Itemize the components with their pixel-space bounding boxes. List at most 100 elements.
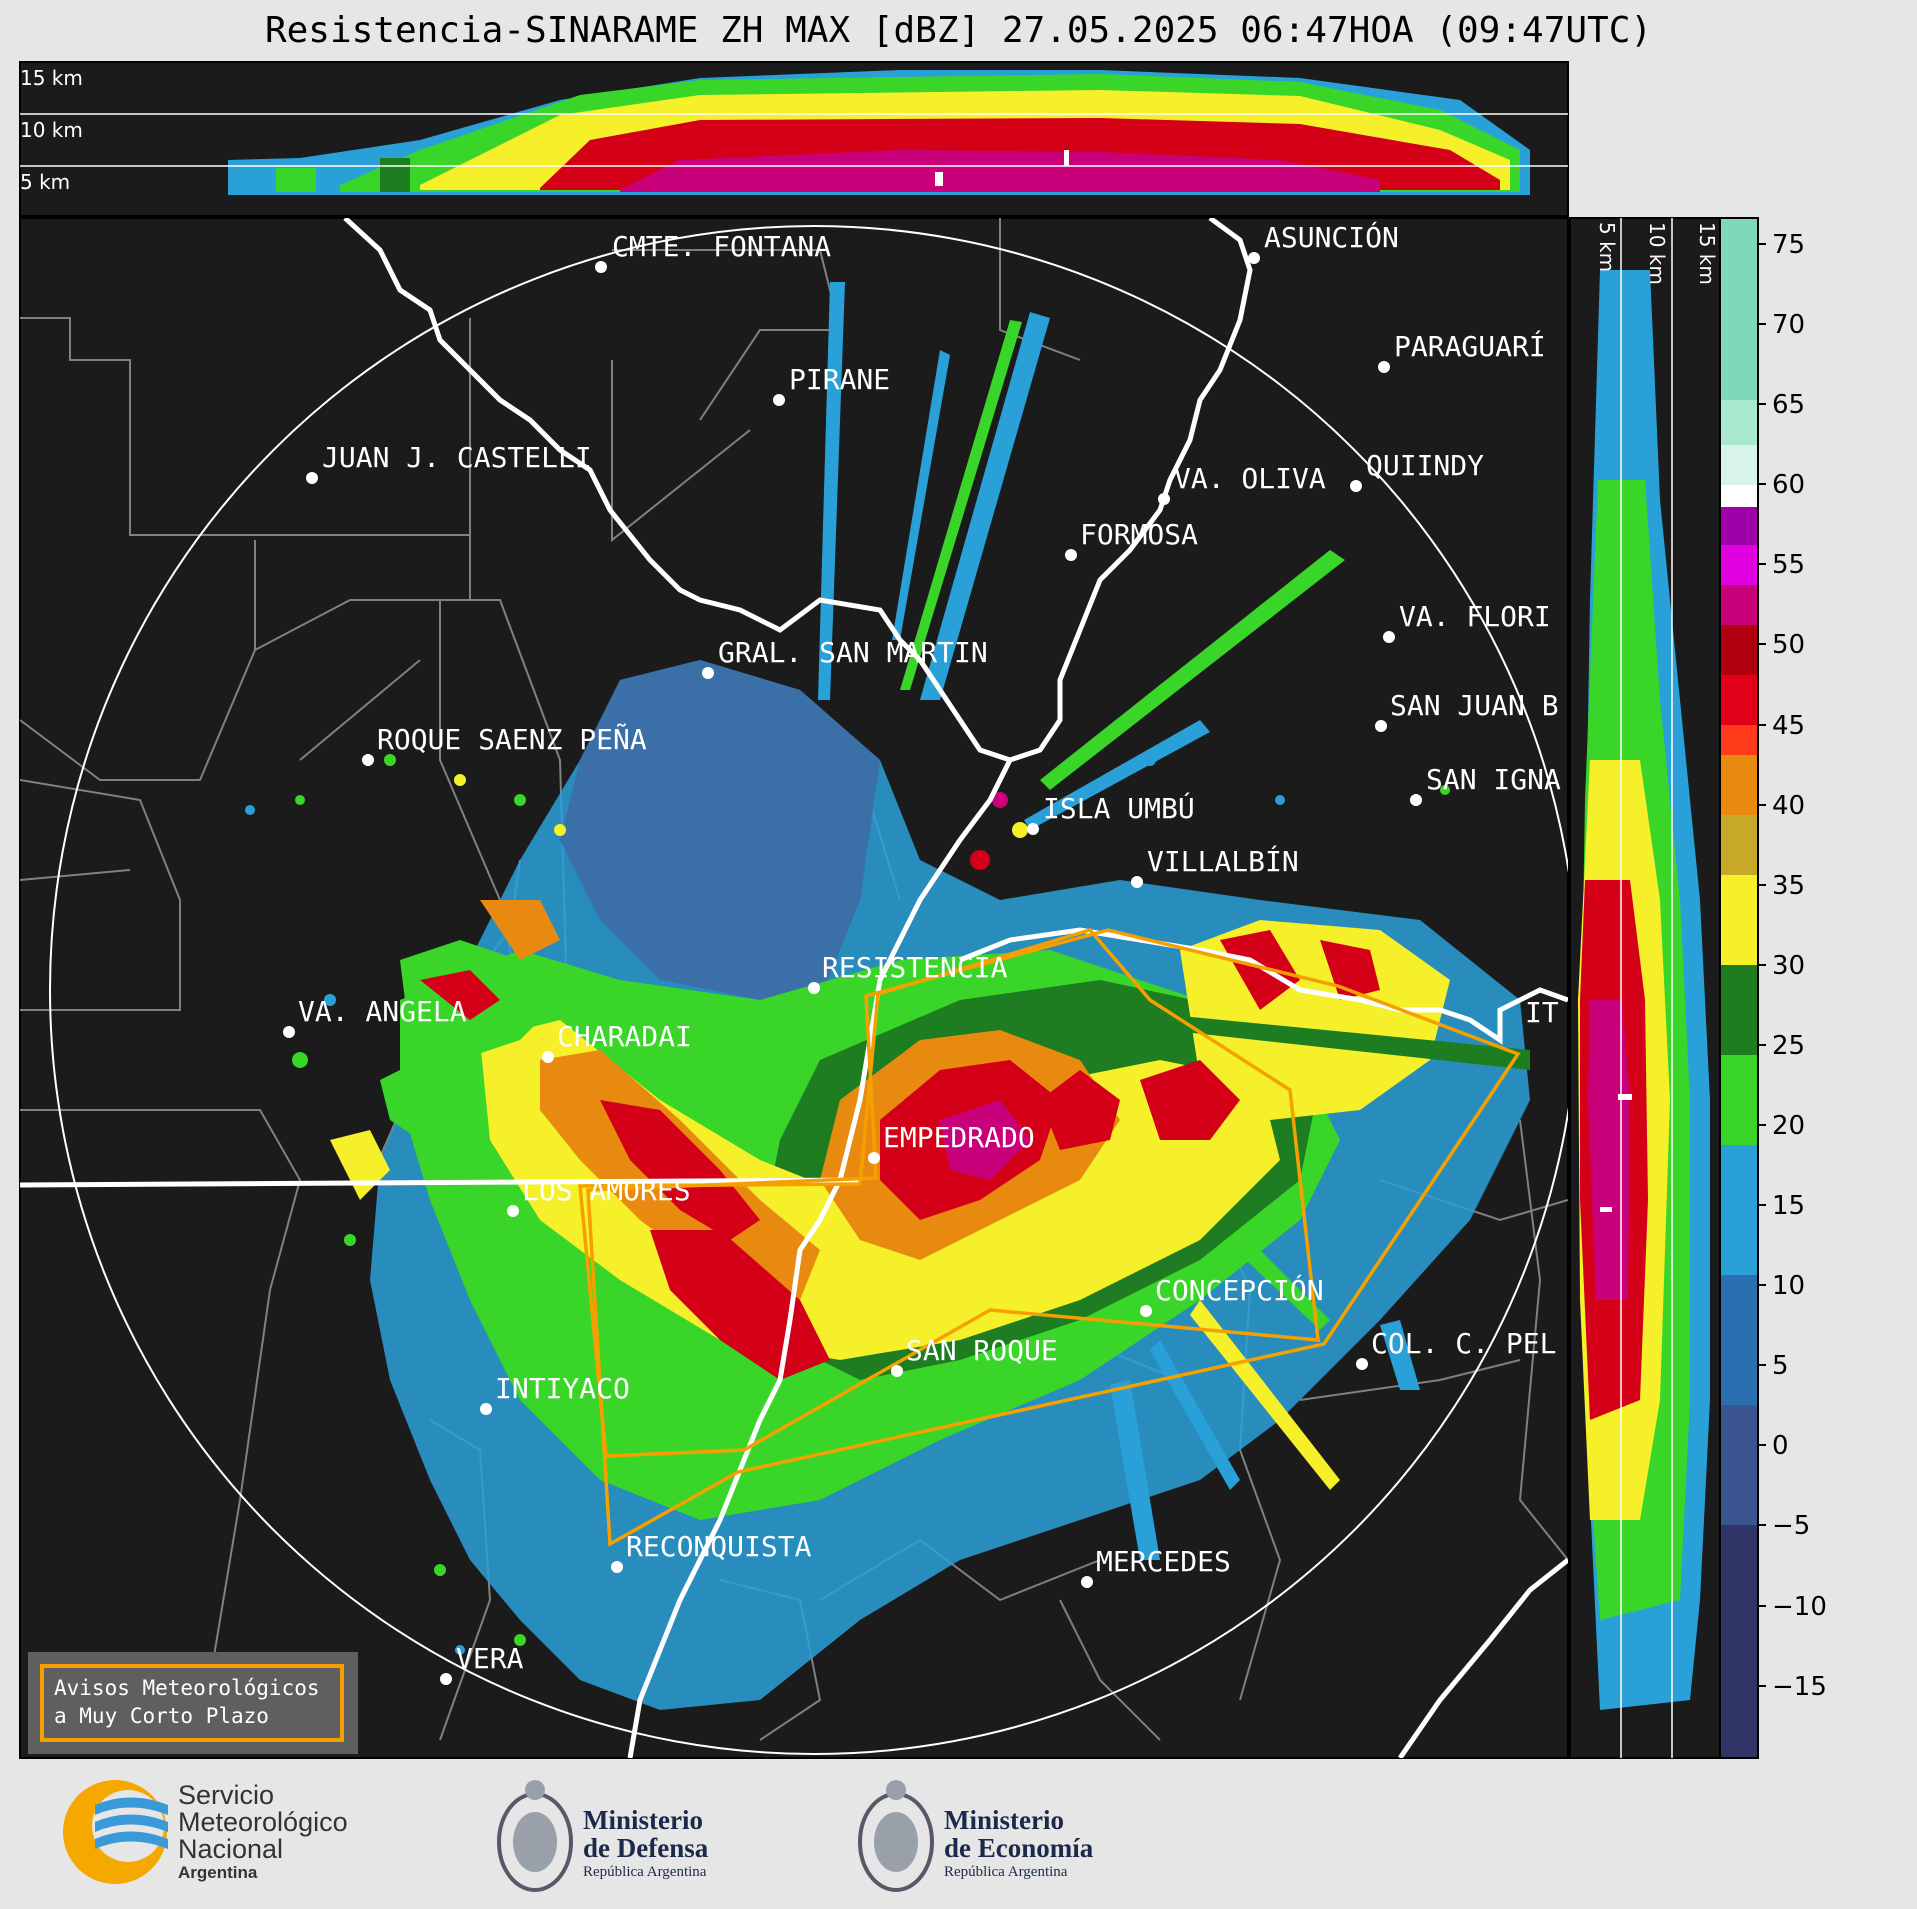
city-gral-san-martin: GRAL. SAN MARTIN xyxy=(702,636,988,679)
svg-text:PIRANE: PIRANE xyxy=(789,363,890,396)
smn-logo xyxy=(63,1780,168,1884)
city-markers: CMTE. FONTANA PIRANE JUAN J. CASTELLI AS… xyxy=(283,220,1561,1685)
svg-text:RESISTENCIA: RESISTENCIA xyxy=(822,951,1008,984)
colorbar-tick: 5 xyxy=(1772,1351,1789,1381)
city-paraguari: PARAGUARÍ xyxy=(1378,329,1546,373)
colorbar-tick: 40 xyxy=(1772,791,1805,821)
svg-text:SAN IGNA: SAN IGNA xyxy=(1426,763,1561,796)
city-va-angela: VA. ANGELA xyxy=(283,995,467,1038)
colorbar-tick: 10 xyxy=(1772,1271,1805,1301)
top-cross-section: 15 km 10 km 5 km xyxy=(19,61,1569,217)
side-cross-section: 5 km 10 km 15 km xyxy=(1569,217,1721,1759)
warning-polygons xyxy=(578,927,1521,1547)
svg-text:CONCEPCIÓN: CONCEPCIÓN xyxy=(1155,1273,1324,1307)
city-villalbin: VILLALBÍN xyxy=(1131,844,1299,888)
city-intiyaco: INTIYACO xyxy=(480,1372,630,1415)
colorbar-tick: −10 xyxy=(1772,1592,1827,1622)
city-it: IT xyxy=(1525,996,1559,1029)
warning-legend-frame: Avisos Meteorológicos a Muy Corto Plazo xyxy=(40,1664,344,1742)
svg-text:CHARADAI: CHARADAI xyxy=(557,1020,692,1053)
side-alt-label-5: 5 km xyxy=(1595,222,1619,272)
colorbar: 75 70 65 60 55 50 45 40 35 30 25 20 15 1… xyxy=(1719,217,1827,1759)
city-reconquista: RECONQUISTA xyxy=(611,1530,812,1573)
svg-text:COL. C. PEL: COL. C. PEL xyxy=(1371,1327,1556,1360)
colorbar-tick: 30 xyxy=(1772,951,1805,981)
radar-echoes xyxy=(245,282,1530,1710)
warning-legend: Avisos Meteorológicos a Muy Corto Plazo xyxy=(28,1652,358,1754)
city-isla-umbu: ISLA UMBÚ xyxy=(1027,791,1195,835)
top-alt-label-10: 10 km xyxy=(20,118,83,142)
city-pirane: PIRANE xyxy=(773,363,890,406)
top-alt-label-5: 5 km xyxy=(20,170,70,194)
range-ring xyxy=(49,225,1568,1755)
city-asuncion: ASUNCIÓN xyxy=(1248,220,1399,264)
city-juan-j-castelli: JUAN J. CASTELLI xyxy=(306,441,592,484)
svg-text:QUIINDY: QUIINDY xyxy=(1366,449,1484,482)
colorbar-tick: 55 xyxy=(1772,550,1805,580)
svg-text:PARAGUARÍ: PARAGUARÍ xyxy=(1394,329,1546,363)
svg-text:SAN JUAN B: SAN JUAN B xyxy=(1390,689,1559,722)
colorbar-tick: 0 xyxy=(1772,1431,1789,1461)
defensa-logo-text: Ministerio de Defensa República Argentin… xyxy=(583,1805,709,1880)
radar-map: CMTE. FONTANA PIRANE JUAN J. CASTELLI AS… xyxy=(19,217,1569,1759)
city-concepcion: CONCEPCIÓN xyxy=(1140,1273,1324,1317)
svg-text:ROQUE SAENZ PEÑA: ROQUE SAENZ PEÑA xyxy=(377,722,647,756)
colorbar-tick: 45 xyxy=(1772,711,1805,741)
colorbar-tick: −15 xyxy=(1772,1672,1827,1702)
svg-text:GRAL. SAN MARTIN: GRAL. SAN MARTIN xyxy=(718,636,988,669)
svg-text:JUAN J. CASTELLI: JUAN J. CASTELLI xyxy=(322,441,592,474)
city-cmte-fontana: CMTE. FONTANA xyxy=(595,230,831,273)
city-formosa: FORMOSA xyxy=(1065,518,1198,561)
svg-text:SAN ROQUE: SAN ROQUE xyxy=(906,1334,1058,1367)
svg-text:ASUNCIÓN: ASUNCIÓN xyxy=(1264,220,1399,254)
svg-text:RECONQUISTA: RECONQUISTA xyxy=(626,1530,812,1563)
svg-text:IT: IT xyxy=(1525,996,1559,1029)
svg-text:MERCEDES: MERCEDES xyxy=(1096,1545,1231,1578)
legend-line-1: Avisos Meteorológicos xyxy=(54,1676,320,1700)
city-san-roque: SAN ROQUE xyxy=(891,1334,1058,1377)
colorbar-tick: 70 xyxy=(1772,310,1805,340)
city-roque-saenz-pena: ROQUE SAENZ PEÑA xyxy=(362,722,647,766)
city-charadai: CHARADAI xyxy=(542,1020,692,1063)
colorbar-tick: 25 xyxy=(1772,1031,1805,1061)
svg-text:VILLALBÍN: VILLALBÍN xyxy=(1147,844,1299,878)
colorbar-tick: 60 xyxy=(1772,470,1805,500)
city-empedrado: EMPEDRADO xyxy=(868,1121,1035,1164)
colorbar-tick: 35 xyxy=(1772,871,1805,901)
svg-text:VA. FLORI: VA. FLORI xyxy=(1399,600,1551,633)
colorbar-tick: −5 xyxy=(1772,1511,1810,1541)
smn-logo-text: Servicio Meteorológico Nacional Argentin… xyxy=(178,1780,348,1883)
colorbar-tick: 50 xyxy=(1772,630,1805,660)
city-mercedes: MERCEDES xyxy=(1081,1545,1231,1588)
colorbar-tick: 20 xyxy=(1772,1111,1805,1141)
svg-text:EMPEDRADO: EMPEDRADO xyxy=(883,1121,1035,1154)
side-alt-label-15: 15 km xyxy=(1695,222,1719,285)
svg-text:FORMOSA: FORMOSA xyxy=(1080,518,1198,551)
colorbar-tick: 75 xyxy=(1772,230,1805,260)
map-title: Resistencia-SINARAME ZH MAX [dBZ] 27.05.… xyxy=(264,10,1653,51)
svg-text:ISLA UMBÚ: ISLA UMBÚ xyxy=(1043,791,1195,825)
side-alt-label-10: 10 km xyxy=(1645,222,1669,285)
svg-text:LOS AMORES: LOS AMORES xyxy=(522,1174,691,1207)
colorbar-tick: 15 xyxy=(1772,1191,1805,1221)
legend-line-2: a Muy Corto Plazo xyxy=(54,1704,269,1728)
svg-text:VERA: VERA xyxy=(456,1642,524,1675)
svg-text:VA. OLIVA: VA. OLIVA xyxy=(1174,462,1326,495)
city-san-juan-b: SAN JUAN B xyxy=(1375,689,1559,732)
defensa-emblem-icon xyxy=(497,1780,573,1892)
svg-text:CMTE. FONTANA: CMTE. FONTANA xyxy=(612,230,831,263)
river-borders xyxy=(20,218,1568,1758)
city-los-amores: LOS AMORES xyxy=(507,1174,691,1217)
economia-logo-text: Ministerio de Economía República Argenti… xyxy=(944,1805,1094,1880)
city-col-c-pel: COL. C. PEL xyxy=(1356,1327,1556,1370)
svg-text:INTIYACO: INTIYACO xyxy=(495,1372,630,1405)
top-alt-label-15: 15 km xyxy=(20,66,83,90)
colorbar-tick: 65 xyxy=(1772,390,1805,420)
city-quiindy: QUIINDY xyxy=(1350,449,1484,492)
city-san-igna: SAN IGNA xyxy=(1410,763,1561,806)
city-va-flori: VA. FLORI xyxy=(1383,600,1551,643)
city-resistencia: RESISTENCIA xyxy=(808,951,1008,994)
city-va-oliva: VA. OLIVA xyxy=(1158,462,1326,505)
city-vera: VERA xyxy=(440,1642,524,1685)
